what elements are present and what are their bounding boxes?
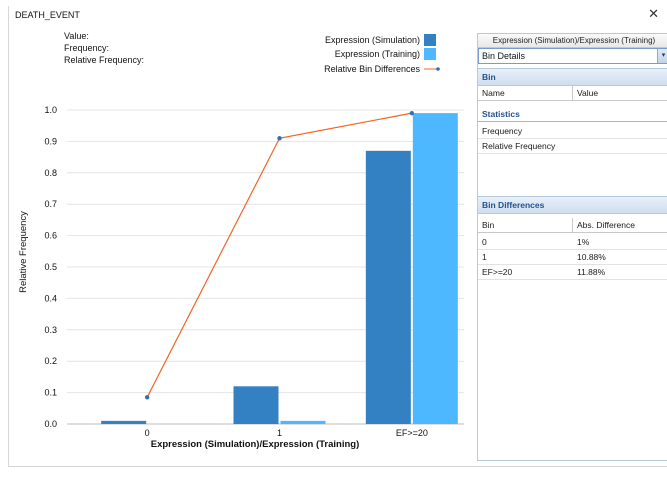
bin-diff-row[interactable]: 1 10.88% xyxy=(478,250,667,265)
x-axis-label: Expression (Simulation)/Expression (Trai… xyxy=(151,439,360,450)
x-tick-label: 1 xyxy=(277,428,282,438)
legend-line-marker xyxy=(436,67,440,71)
bin-diff-col-abs: Abs. Difference xyxy=(577,220,635,230)
bin-details-panel: Expression (Simulation)/Expression (Trai… xyxy=(477,33,667,461)
line-point xyxy=(144,395,150,400)
y-tick-label: 1.0 xyxy=(44,105,57,115)
bar-simulation xyxy=(365,150,411,424)
death-event-window: DEATH_EVENT ✕ Value: Frequency: Relative… xyxy=(8,6,667,466)
legend-label-simulation: Expression (Simulation) xyxy=(325,35,420,45)
bin-grid-header: Name Value xyxy=(478,86,667,101)
line-point xyxy=(409,110,415,116)
bin-diff-value: 1% xyxy=(577,237,590,247)
statistics-row-label: Relative Frequency xyxy=(482,141,556,151)
y-tick-label: 0.6 xyxy=(44,231,57,241)
bin-differences-header: Bin Differences xyxy=(478,196,667,214)
legend-swatch-simulation xyxy=(424,34,436,46)
chart-legend: Expression (Simulation) Expression (Trai… xyxy=(324,34,440,74)
column-divider xyxy=(572,86,573,101)
bin-diff-col-bin: Bin xyxy=(482,220,495,230)
bar-training xyxy=(280,420,326,424)
bin-diff-bin: 1 xyxy=(482,252,487,262)
bin-diff-bin: EF>=20 xyxy=(482,267,513,277)
bin-diff-bin: 0 xyxy=(482,237,487,247)
y-axis-label: Relative Frequency xyxy=(18,211,29,293)
legend-swatch-training xyxy=(424,48,436,60)
chevron-down-icon[interactable]: ▾ xyxy=(657,49,667,63)
statistics-row-label: Frequency xyxy=(482,126,523,136)
bin-col-name: Name xyxy=(482,88,505,98)
bar-training xyxy=(412,113,458,424)
panel-tab[interactable]: Expression (Simulation)/Expression (Trai… xyxy=(478,34,667,48)
bin-diff-value: 11.88% xyxy=(577,267,606,277)
bin-col-value: Value xyxy=(577,88,599,98)
info-relative-frequency-label: Relative Frequency: xyxy=(64,55,144,65)
statistics-row[interactable]: Frequency xyxy=(478,124,667,139)
bin-diff-row[interactable]: EF>=20 11.88% xyxy=(478,265,667,280)
relative-frequency-chart: Value: Frequency: Relative Frequency: Ex… xyxy=(18,31,464,450)
line-point xyxy=(277,136,282,141)
statistics-header: Statistics xyxy=(478,107,667,122)
y-tick-label: 0.5 xyxy=(44,262,57,272)
select-value: Bin Details xyxy=(482,51,526,61)
y-tick-label: 0.7 xyxy=(44,199,57,209)
y-tick-label: 0.8 xyxy=(44,168,57,178)
bin-section-header: Bin xyxy=(478,68,667,86)
y-tick-label: 0.1 xyxy=(44,388,57,398)
window-title: DEATH_EVENT xyxy=(15,10,80,20)
bar-simulation xyxy=(233,386,279,424)
info-frequency-label: Frequency: xyxy=(64,43,109,53)
column-divider xyxy=(572,218,573,233)
bin-diff-value: 10.88% xyxy=(577,252,606,262)
y-tick-label: 0.0 xyxy=(44,419,57,429)
window-bottom-border xyxy=(8,466,667,467)
bin-diff-row[interactable]: 0 1% xyxy=(478,235,667,250)
y-tick-label: 0.2 xyxy=(44,356,57,366)
bin-diff-grid-header: Bin Abs. Difference xyxy=(478,218,667,233)
plot-area: 0.0 0.1 0.2 0.3 0.4 0.5 0.6 0.7 0.8 0.9 1.0 0 1 EF>=2… xyxy=(44,105,464,438)
x-tick-label: 0 xyxy=(145,428,150,438)
statistics-row[interactable]: Relative Frequency xyxy=(478,139,667,154)
close-icon[interactable]: ✕ xyxy=(648,6,659,21)
y-tick-label: 0.3 xyxy=(44,325,57,335)
x-tick-label: EF>=20 xyxy=(396,428,428,438)
bar-simulation xyxy=(101,420,147,424)
legend-label-training: Expression (Training) xyxy=(335,49,420,59)
y-tick-label: 0.4 xyxy=(44,293,57,303)
y-tick-label: 0.9 xyxy=(44,136,57,146)
legend-label-line: Relative Bin Differences xyxy=(324,64,420,74)
bin-details-select[interactable]: Bin Details ▾ xyxy=(478,48,667,64)
info-value-label: Value: xyxy=(64,31,89,41)
